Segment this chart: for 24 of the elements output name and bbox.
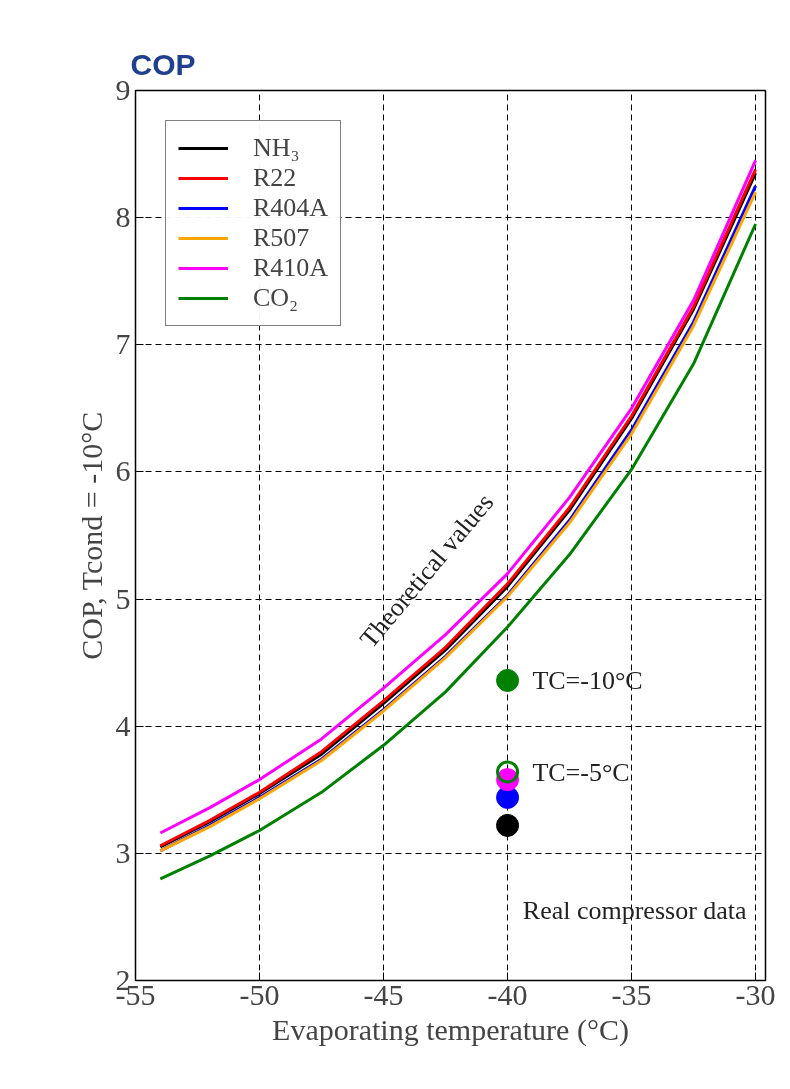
x-tick-label: -40 (487, 977, 528, 1011)
annotation: Real compressor data (522, 895, 748, 925)
legend-label: R22 (253, 163, 297, 193)
chart-title: COP (130, 47, 196, 81)
legend-label: R507 (253, 223, 310, 253)
x-tick-label: -30 (735, 977, 776, 1011)
annotation: TC=-5°C (532, 757, 630, 787)
y-tick-label: 8 (115, 200, 131, 234)
legend-label: CO₂ (253, 283, 299, 313)
legend-label: R404A (253, 193, 329, 223)
legend-label: NH₃ (253, 133, 300, 163)
x-axis-title: Evaporating temperature (°C) (272, 1012, 629, 1047)
y-tick-label: 5 (115, 581, 131, 615)
y-tick-label: 3 (115, 835, 131, 869)
y-tick-label: 6 (115, 454, 131, 488)
y-tick-label: 7 (115, 327, 131, 361)
x-tick-label: -45 (363, 977, 404, 1011)
annotation: TC=-10°C (532, 666, 643, 696)
y-tick-label: 9 (115, 73, 131, 106)
y-axis-title: COP, Tcond = -10°C (74, 411, 108, 660)
legend-label: R410A (253, 253, 329, 283)
x-tick-label: -35 (611, 977, 652, 1011)
y-tick-label: 4 (115, 708, 131, 742)
x-tick-label: -50 (239, 977, 280, 1011)
